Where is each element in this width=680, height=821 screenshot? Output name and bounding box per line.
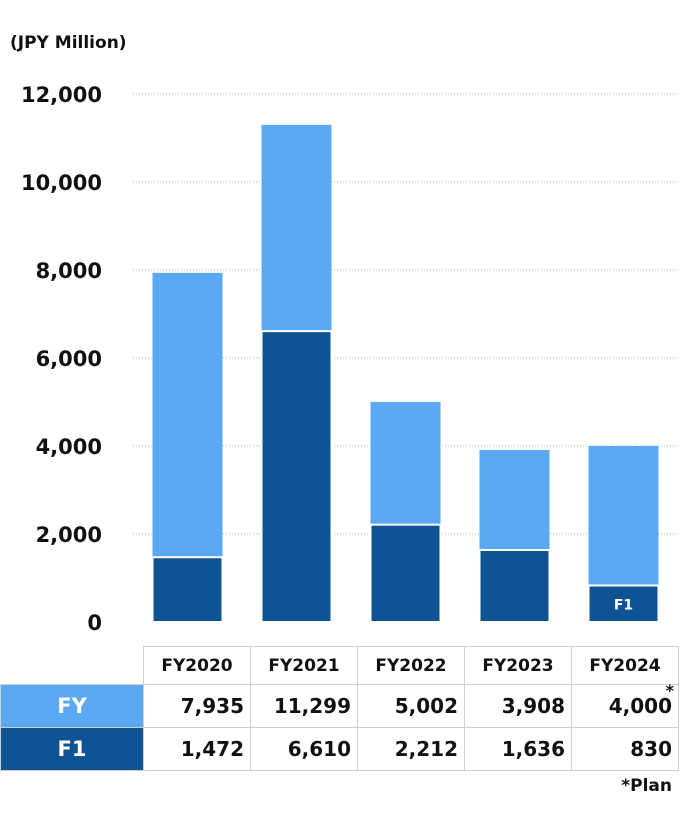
gridlines <box>133 93 678 535</box>
y-tick-label: 10,000 <box>21 171 102 195</box>
table-cell: 7,935 <box>143 684 251 728</box>
table-header-row: FY2020 FY2021 FY2022 FY2023 FY2024 <box>0 646 679 685</box>
column-header: FY2020 <box>143 646 251 685</box>
plan-marker: * <box>665 681 674 700</box>
table-row-fy: FY 7,935 11,299 5,002 3,908 4,000 * <box>0 681 679 728</box>
y-tick-label: 8,000 <box>36 259 102 283</box>
y-tick-label: 12,000 <box>21 83 102 107</box>
plan-note: *Plan <box>621 776 672 796</box>
y-tick-labels: 0 2,000 4,000 6,000 8,000 10,000 12,000 <box>21 83 102 635</box>
y-tick-label: 4,000 <box>36 435 102 459</box>
bar-f1 <box>478 549 551 623</box>
bar-f1 <box>151 556 224 623</box>
bar-f1 <box>260 330 333 623</box>
table-cell: 6,610 <box>250 727 358 771</box>
bar-chart: 0 2,000 4,000 6,000 8,000 10,000 12,000 F1 <box>21 83 678 635</box>
table-cell: 11,299 <box>250 684 358 728</box>
row-label-fy: FY <box>0 684 144 728</box>
table-cell-value: 4,000 <box>608 694 672 718</box>
bar-f1 <box>369 523 442 623</box>
table-cell: 5,002 <box>357 684 465 728</box>
bars: F1 <box>151 124 660 623</box>
row-label-f1: F1 <box>0 727 144 771</box>
table-cell-plan: 4,000 * <box>571 681 679 728</box>
bar-inner-label: F1 <box>614 598 633 614</box>
column-header: FY2022 <box>357 646 465 685</box>
table-cell: 3,908 <box>464 684 572 728</box>
column-header: FY2024 <box>571 646 679 685</box>
y-tick-label: 6,000 <box>36 347 102 371</box>
table-row-f1: F1 1,472 6,610 2,212 1,636 830 <box>0 727 679 771</box>
bar-f1 <box>587 584 660 623</box>
table-cell: 1,636 <box>464 727 572 771</box>
table-cell: 2,212 <box>357 727 465 771</box>
y-tick-label: 2,000 <box>36 523 102 547</box>
y-axis-unit-label: (JPY Million) <box>10 33 127 53</box>
table-corner <box>0 646 144 685</box>
column-header: FY2021 <box>250 646 358 685</box>
table-cell: 830 <box>571 727 679 771</box>
data-table: FY2020 FY2021 FY2022 FY2023 FY2024 FY 7,… <box>0 646 679 771</box>
y-tick-label: 0 <box>87 611 102 635</box>
table-cell: 1,472 <box>143 727 251 771</box>
column-header: FY2023 <box>464 646 572 685</box>
